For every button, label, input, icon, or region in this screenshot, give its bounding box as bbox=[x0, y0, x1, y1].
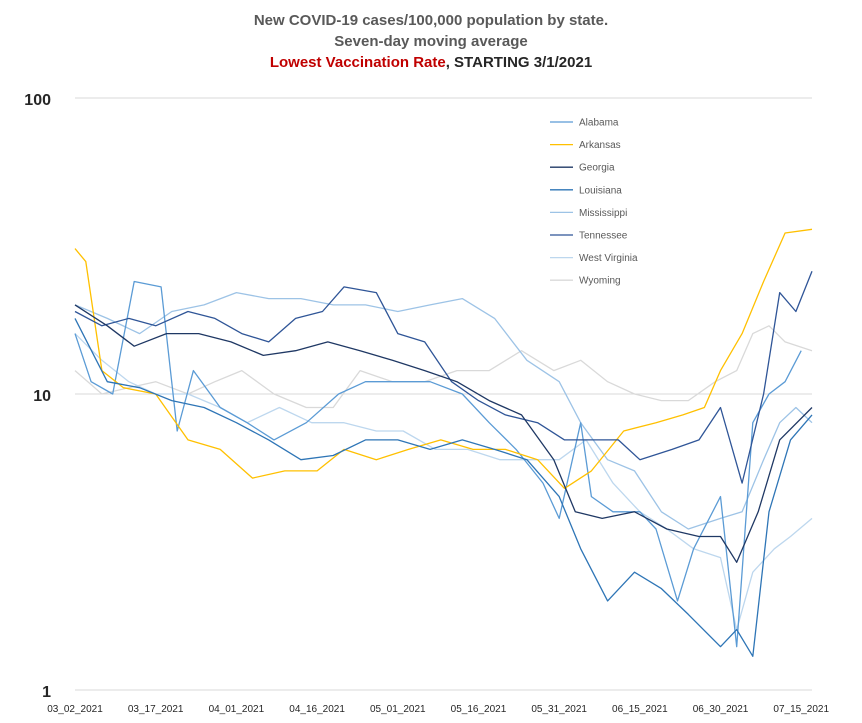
y-tick-label: 10 bbox=[33, 388, 51, 405]
series-line-west-virginia bbox=[74, 333, 813, 631]
legend-label: Louisiana bbox=[579, 185, 622, 196]
x-tick-label: 07_15_2021 bbox=[773, 704, 829, 715]
legend-label: Tennessee bbox=[579, 231, 628, 242]
x-tick-label: 04_16_2021 bbox=[289, 704, 345, 715]
x-tick-label: 06_15_2021 bbox=[612, 704, 668, 715]
y-axis-ticks: 100 10 1 bbox=[24, 92, 51, 701]
title-line-1: New COVID-19 cases/100,000 population by… bbox=[253, 12, 609, 29]
x-tick-label: 05_01_2021 bbox=[370, 704, 426, 715]
series-line-tennessee bbox=[74, 270, 813, 484]
series-line-louisiana bbox=[74, 318, 813, 657]
series-line-georgia bbox=[74, 304, 813, 563]
series-line-mississippi bbox=[74, 291, 813, 530]
x-tick-label: 05_31_2021 bbox=[531, 704, 587, 715]
legend-label: Wyoming bbox=[579, 276, 621, 287]
series-line-alabama bbox=[74, 280, 802, 648]
series-lines bbox=[74, 228, 813, 657]
legend-label: West Virginia bbox=[579, 253, 638, 264]
legend: Alabama Arkansas Georgia Louisiana Mississip… bbox=[550, 118, 638, 287]
x-tick-label: 03_02_2021 bbox=[47, 704, 103, 715]
gridlines bbox=[75, 97, 812, 691]
title-line-3: Lowest Vaccination Rate, STARTING 3/1/20… bbox=[0, 52, 862, 73]
legend-label: Alabama bbox=[579, 118, 619, 129]
y-tick-label: 100 bbox=[24, 92, 51, 109]
legend-label: Georgia bbox=[579, 163, 615, 174]
x-tick-label: 03_17_2021 bbox=[128, 704, 184, 715]
title-line-2: Seven-day moving average bbox=[334, 33, 528, 50]
legend-label: Arkansas bbox=[579, 140, 621, 151]
series-line-wyoming bbox=[74, 325, 813, 409]
x-axis-ticks: 03_02_2021 03_17_2021 04_01_2021 04_16_2021… bbox=[47, 704, 829, 715]
y-tick-label: 1 bbox=[42, 684, 51, 701]
series-line-arkansas bbox=[74, 228, 813, 490]
x-tick-label: 06_30_2021 bbox=[693, 704, 749, 715]
title-rest: , STARTING 3/1/2021 bbox=[445, 54, 593, 71]
legend-label: Mississippi bbox=[579, 208, 627, 219]
x-tick-label: 05_16_2021 bbox=[451, 704, 507, 715]
title-highlight: Lowest Vaccination Rate bbox=[269, 54, 446, 71]
chart-title: New COVID-19 cases/100,000 population by… bbox=[0, 10, 862, 73]
x-tick-label: 04_01_2021 bbox=[209, 704, 265, 715]
